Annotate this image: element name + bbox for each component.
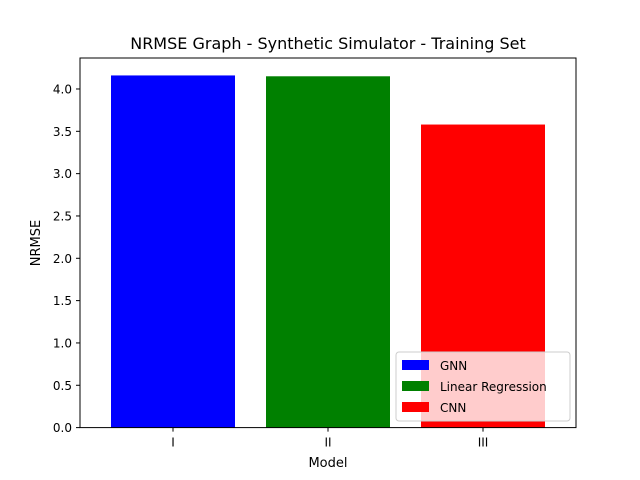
legend-swatch	[402, 381, 429, 391]
y-tick-label: 4.0	[53, 82, 72, 96]
chart-title: NRMSE Graph - Synthetic Simulator - Trai…	[130, 34, 526, 53]
bar-i	[111, 75, 235, 428]
y-axis-ticks: 0.0 0.5 1.0 1.5 2.0 2.5 3.0 3.5 4.0	[53, 82, 80, 435]
legend: GNN Linear Regression CNN	[395, 351, 571, 422]
x-axis-label: Model	[308, 456, 347, 471]
y-axis-label: NRMSE	[29, 220, 44, 266]
y-tick-label: 1.5	[53, 294, 72, 308]
y-tick-label: 0.5	[53, 379, 72, 393]
legend-label: GNN	[440, 359, 467, 373]
legend-swatch	[402, 402, 429, 412]
y-tick-label: 2.5	[53, 209, 72, 223]
x-tick-label: II	[324, 436, 331, 450]
y-tick-label: 3.5	[53, 125, 72, 139]
x-tick-label: I	[171, 436, 175, 450]
legend-label: CNN	[440, 401, 466, 415]
y-tick-label: 2.0	[53, 252, 72, 266]
x-axis-ticks: I II III	[171, 427, 489, 450]
plot-frame	[79, 57, 577, 429]
y-tick-label: 3.0	[53, 167, 72, 181]
legend-box	[395, 351, 571, 422]
bar-ii	[266, 76, 390, 428]
x-tick-label: III	[478, 436, 489, 450]
y-tick-label: 0.0	[53, 421, 72, 435]
legend-swatch	[402, 360, 429, 370]
y-tick-label: 1.0	[53, 336, 72, 350]
legend-label: Linear Regression	[440, 380, 547, 394]
